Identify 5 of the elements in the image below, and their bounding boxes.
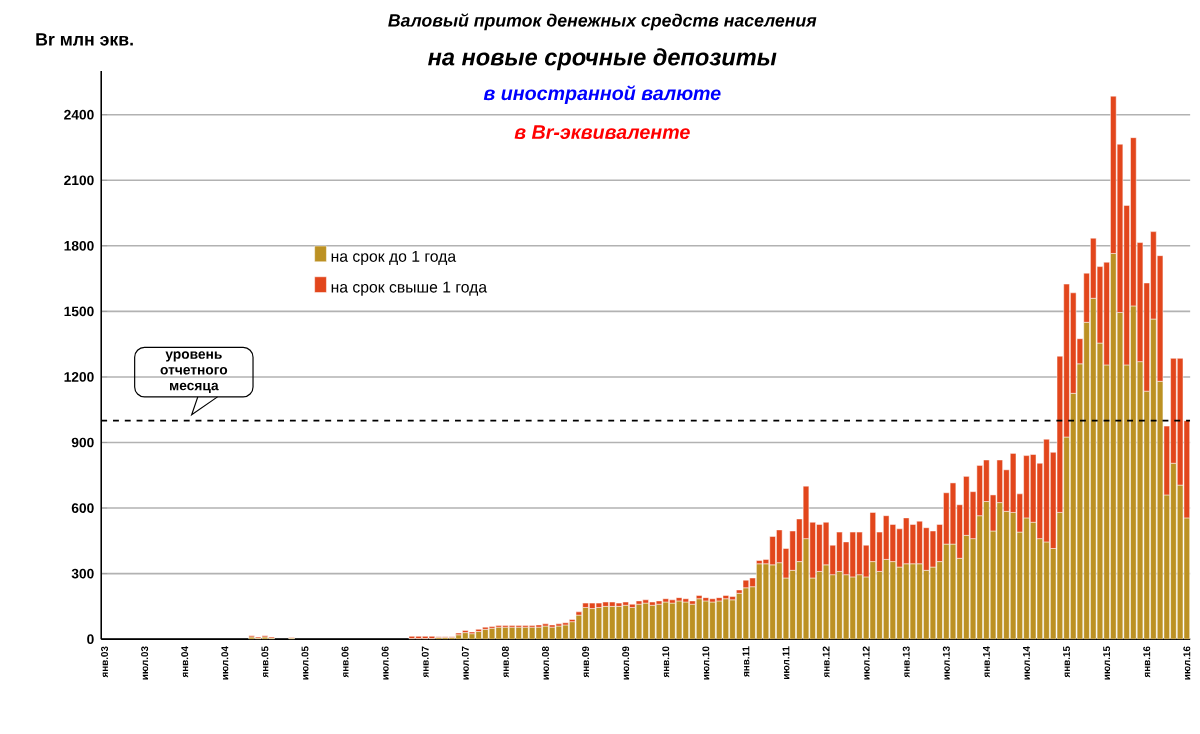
chart-subtitle: на новые срочные депозиты: [428, 48, 777, 71]
annotation: в иностранной валюте: [483, 85, 721, 105]
chart-title: Валовый приток денежных средств населения: [388, 13, 817, 31]
y-axis-title: Br млн экв.: [36, 33, 133, 46]
annotation: в Br-эквиваленте: [514, 125, 690, 140]
